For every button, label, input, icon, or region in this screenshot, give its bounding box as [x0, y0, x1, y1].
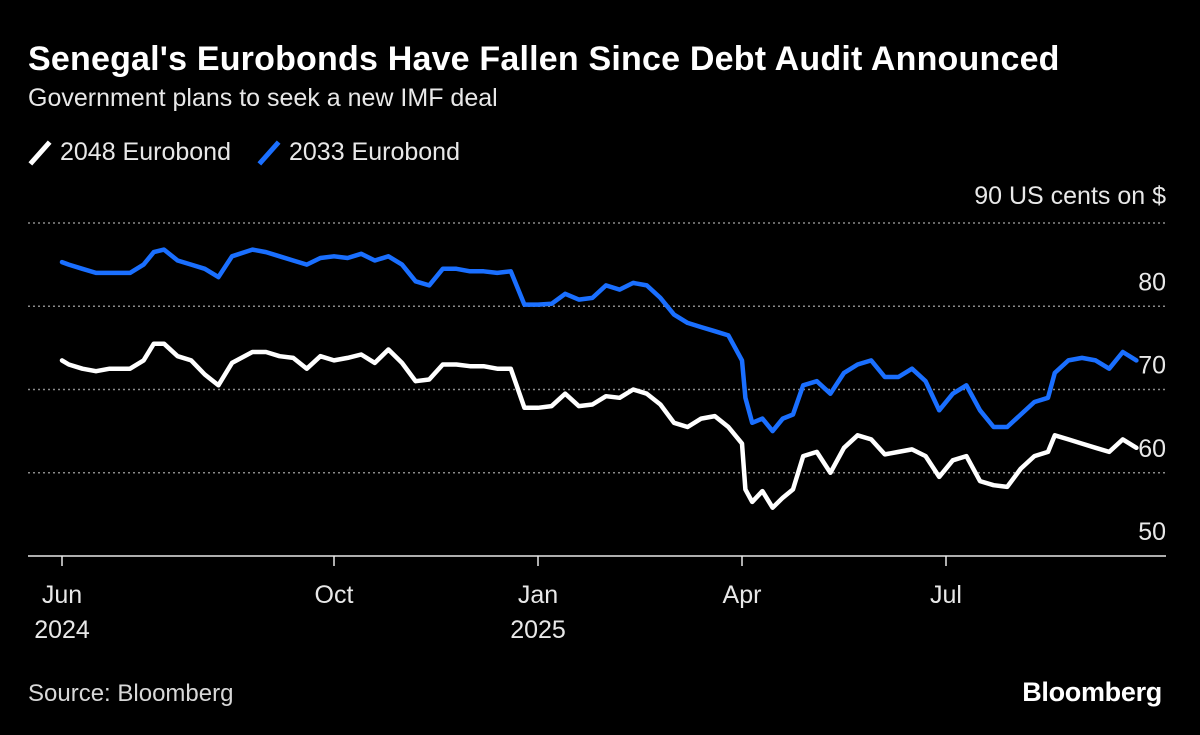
- y-tick-labels: 80 70 60 50: [1138, 268, 1166, 546]
- x-tick-label: Jan: [518, 581, 558, 609]
- legend-item-2033: 2033 Eurobond: [257, 138, 460, 167]
- series-line-2048: [59, 341, 1139, 510]
- y-tick-label: 70: [1138, 352, 1166, 380]
- chart-subtitle: Government plans to seek a new IMF deal: [28, 84, 498, 112]
- legend-swatch-2048-icon: [28, 139, 52, 166]
- x-tick-label: Jul: [930, 581, 962, 609]
- x-tick-year-label: 2025: [510, 616, 566, 644]
- y-tick-label: 80: [1138, 268, 1166, 296]
- legend-item-2048: 2048 Eurobond: [28, 138, 231, 167]
- y-tick-label: 60: [1138, 435, 1166, 463]
- series-lines: [59, 247, 1139, 510]
- chart-title: Senegal's Eurobonds Have Fallen Since De…: [28, 40, 1060, 78]
- legend-label-2048: 2048 Eurobond: [60, 138, 231, 166]
- bloomberg-logo: Bloomberg: [1022, 677, 1162, 707]
- gridlines: [28, 222, 1166, 557]
- y-unit-label: 90 US cents on $: [974, 182, 1166, 210]
- x-tick-label: Apr: [723, 581, 762, 609]
- y-tick-label: 50: [1138, 518, 1166, 546]
- x-tick-labels: Jun 2024 Oct Jan 2025 Apr Jul: [34, 556, 962, 644]
- legend-label-2033: 2033 Eurobond: [288, 138, 460, 166]
- source-note: Source: Bloomberg: [28, 680, 234, 707]
- x-tick-year-label: 2024: [34, 616, 90, 644]
- x-tick-label: Oct: [315, 581, 354, 609]
- series-line-2033: [59, 247, 1139, 434]
- legend-swatch-2033-icon: [257, 139, 281, 166]
- x-tick-label: Jun: [42, 581, 82, 609]
- legend: 2048 Eurobond 2033 Eurobond: [28, 138, 486, 167]
